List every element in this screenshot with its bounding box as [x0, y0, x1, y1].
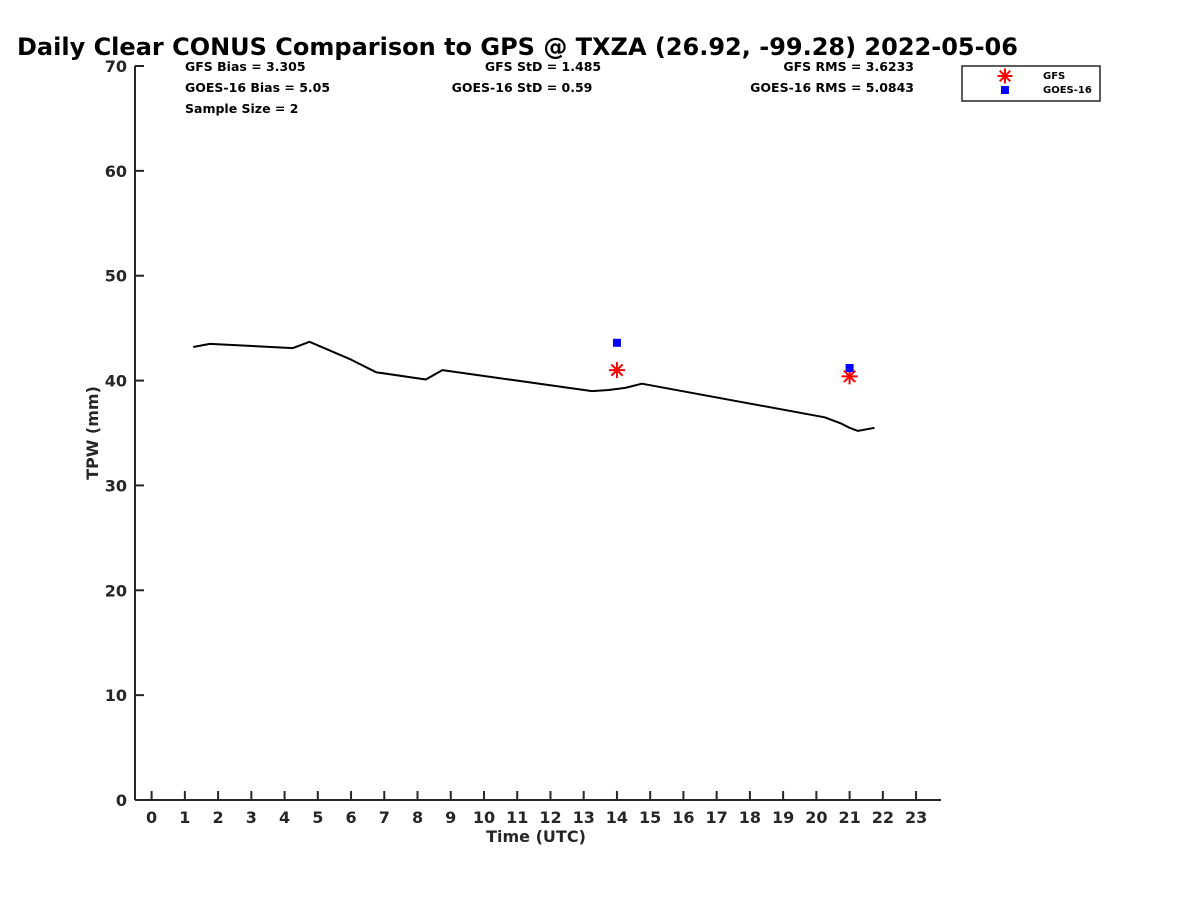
- x-tick-label: 14: [606, 808, 628, 827]
- x-tick-label: 0: [146, 808, 157, 827]
- legend-box: [961, 65, 1101, 102]
- y-tick-label: 50: [105, 267, 127, 286]
- gps-tpw-line: [193, 340, 875, 432]
- x-tick-label: 15: [639, 808, 661, 827]
- legend-gfs-label: GFS: [1043, 71, 1065, 82]
- goes-bias-label: GOES-16 Bias = 5.05: [185, 80, 330, 95]
- goes-rms-label: GOES-16 RMS = 5.0843: [750, 80, 914, 95]
- goes-data-point: [612, 338, 621, 347]
- y-tick-label: 0: [116, 791, 127, 810]
- legend-goes-label: GOES-16: [1043, 85, 1092, 96]
- x-tick-label: 23: [905, 808, 927, 827]
- x-tick-label: 4: [279, 808, 290, 827]
- legend-gfs-asterisk-shape: [997, 68, 1013, 84]
- x-tick-label: 18: [739, 808, 761, 827]
- x-tick-label: 10: [473, 808, 495, 827]
- gfs-std-label: GFS StD = 1.485: [485, 59, 601, 74]
- y-tick-label: 40: [105, 372, 127, 391]
- x-tick-label: 11: [506, 808, 528, 827]
- x-tick-label: 21: [838, 808, 860, 827]
- x-tick-label: 5: [312, 808, 323, 827]
- x-tick-label: 6: [345, 808, 356, 827]
- plot-area: [193, 338, 875, 432]
- x-tick-label: 13: [573, 808, 595, 827]
- x-tick-label: 16: [672, 808, 694, 827]
- x-tick-label: 19: [772, 808, 794, 827]
- x-tick-label: 9: [445, 808, 456, 827]
- gfs-rms-label: GFS RMS = 3.6233: [783, 59, 914, 74]
- y-tick-label: 10: [105, 686, 127, 705]
- sample-size-label: Sample Size = 2: [185, 101, 298, 116]
- x-tick-label: 17: [706, 808, 728, 827]
- goes-data-point: [845, 363, 854, 372]
- gfs-data-point: [608, 362, 625, 379]
- x-tick-label: 22: [872, 808, 894, 827]
- x-tick-label: 2: [213, 808, 224, 827]
- y-tick-label: 30: [105, 476, 127, 495]
- y-tick-label: 60: [105, 162, 127, 181]
- x-tick-label: 8: [412, 808, 423, 827]
- x-axis-label: Time (UTC): [486, 827, 586, 846]
- legend: GFS GOES-16: [961, 65, 1101, 102]
- x-tick-label: 12: [539, 808, 561, 827]
- x-tick-label: 3: [246, 808, 257, 827]
- x-tick-label: 7: [379, 808, 390, 827]
- chart-title: Daily Clear CONUS Comparison to GPS @ TX…: [17, 33, 1018, 61]
- y-tick-label: 20: [105, 581, 127, 600]
- x-tick-label: 1: [179, 808, 190, 827]
- goes-std-label: GOES-16 StD = 0.59: [452, 80, 593, 95]
- gfs-bias-label: GFS Bias = 3.305: [185, 59, 306, 74]
- y-tick-label: 70: [105, 57, 127, 76]
- y-axis-label: TPW (mm): [83, 386, 102, 480]
- legend-gfs-asterisk-icon: [997, 68, 1013, 84]
- x-tick-label: 20: [805, 808, 827, 827]
- legend-goes-square-icon: [1001, 86, 1009, 94]
